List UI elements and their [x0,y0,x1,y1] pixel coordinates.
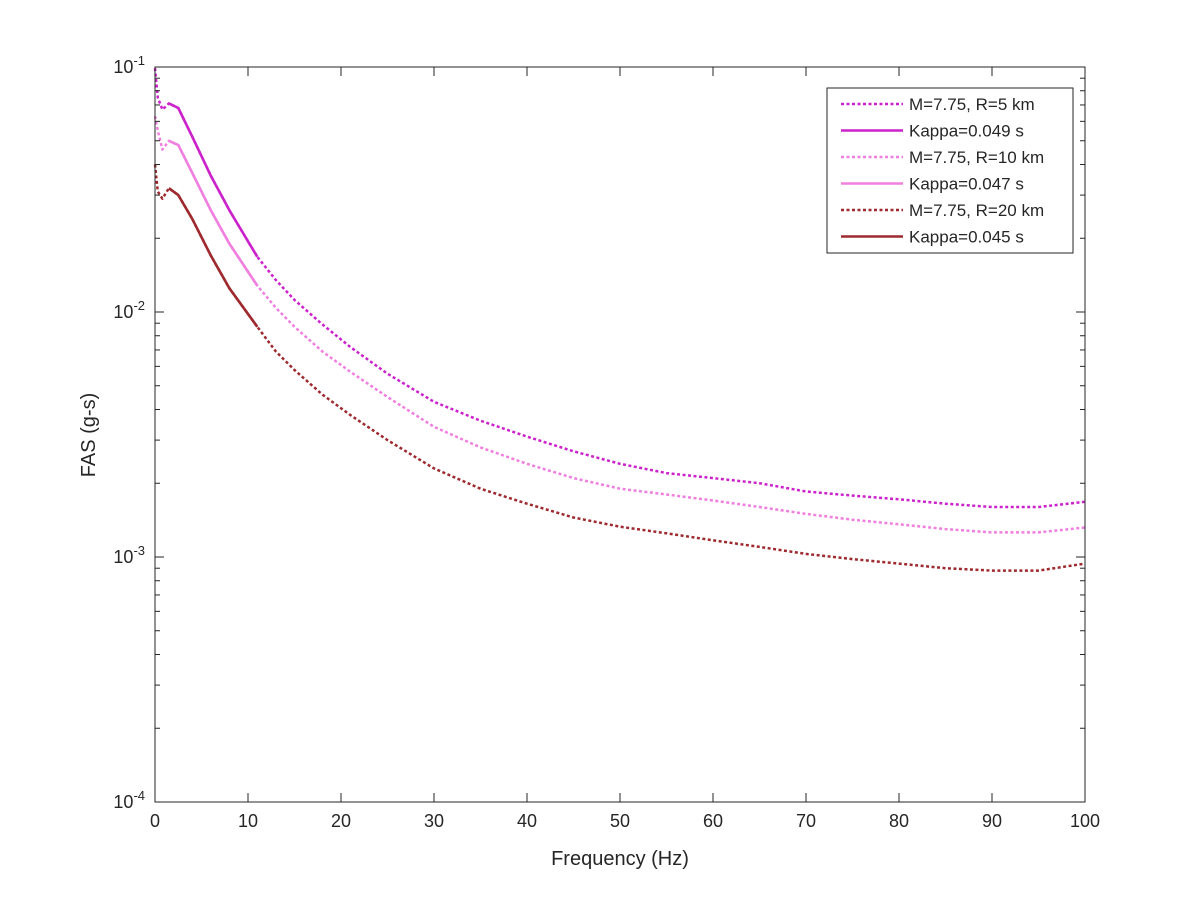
x-tick-labels: 0 10 20 30 40 50 60 70 80 90 100 [150,811,1100,831]
legend-box [826,87,1074,254]
y-tick-label: 10-4 [113,788,145,812]
x-tick-label: 80 [889,811,909,831]
y-axis-label: FAS (g-s) [78,393,100,477]
x-tick-label: 90 [982,811,1002,831]
legend-label: M=7.75, R=10 km [909,148,1044,167]
legend-label: Kappa=0.047 s [909,175,1024,194]
x-tick-label: 30 [424,811,444,831]
legend-label: M=7.75, R=5 km [909,95,1035,114]
series-line-6 [168,187,259,328]
series-layer [153,67,1086,572]
x-tick-label: 0 [150,811,160,831]
y-tick-label: 10-3 [113,543,145,567]
x-tick-label: 10 [238,811,258,831]
legend-label: M=7.75, R=20 km [909,201,1044,220]
y-tick-labels: 10-4 10-3 10-2 10-1 [113,53,145,812]
series-line-3 [153,115,1086,534]
x-tick-label: 70 [796,811,816,831]
x-tick-label: 60 [703,811,723,831]
plot-frame [154,66,1086,803]
x-tick-label: 100 [1070,811,1100,831]
y-tick-label: 10-2 [113,298,145,322]
series-line-4 [168,139,259,287]
legend-label: Kappa=0.045 s [909,228,1024,247]
x-tick-label: 50 [610,811,630,831]
x-tick-label: 40 [517,811,537,831]
x-axis-label: Frequency (Hz) [551,848,689,870]
legend-label: Kappa=0.049 s [909,122,1024,141]
legend: M=7.75, R=5 km Kappa=0.049 s M=7.75, R=10 … [826,87,1074,254]
series-line-2 [168,102,259,258]
y-tick-label: 10-1 [113,53,145,77]
x-tick-label: 20 [331,811,351,831]
